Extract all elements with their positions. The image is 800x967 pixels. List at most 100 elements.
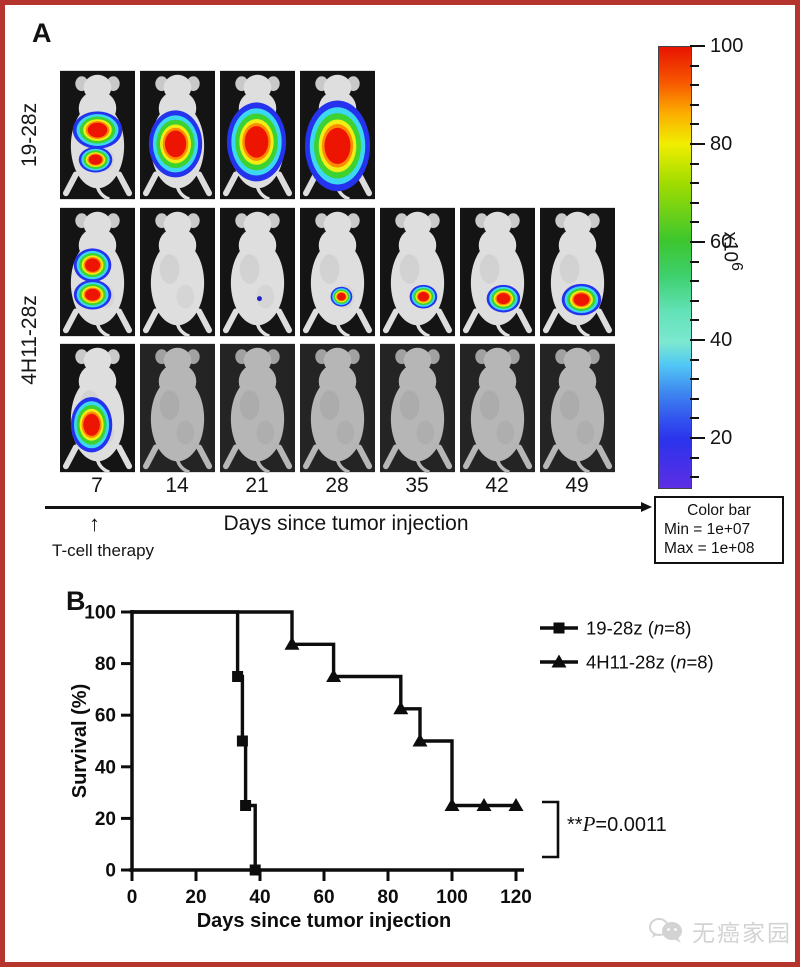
p-value-stars: ** xyxy=(567,814,583,836)
p-value-symbol: P xyxy=(582,812,596,836)
series-0-marker xyxy=(232,671,244,682)
day-label-14: 14 xyxy=(165,474,189,497)
significance-bracket xyxy=(542,800,560,859)
colorbar-minor-tick xyxy=(690,397,699,400)
colorbar-tick-label-60: 60 xyxy=(710,231,733,253)
series-1-marker xyxy=(284,636,300,650)
p-value-annotation: **P=0.0011 xyxy=(567,812,667,837)
series-1-marker xyxy=(412,733,428,747)
series-1-marker xyxy=(393,701,409,715)
colorbar-minor-tick xyxy=(690,123,699,126)
colorbar-box-min: Min = 1e+07 xyxy=(664,521,751,538)
y-tick-label-20: 20 xyxy=(95,809,116,830)
mouse-image-19-28z-day-14 xyxy=(139,70,215,200)
mouse-image-4H11-28z-day-28 xyxy=(299,207,375,337)
x-tick-label-20: 20 xyxy=(185,887,206,908)
watermark-text: 无癌家园 xyxy=(692,920,792,946)
mouse-image-4H11-28z-day-7 xyxy=(59,343,135,473)
y-tick-label-0: 0 xyxy=(105,861,116,882)
row-group-label-19-28z: 19-28z xyxy=(18,102,41,168)
y-tick-label-100: 100 xyxy=(84,603,116,624)
mouse-image-4H11-28z-day-14 xyxy=(139,343,215,473)
series-0-marker xyxy=(249,864,261,876)
colorbar-multiplier-base: x10 xyxy=(719,231,741,263)
mouse-image-4H11-28z-day-42 xyxy=(459,343,535,473)
day-label-42: 42 xyxy=(485,474,509,497)
series-line-1 xyxy=(132,610,520,808)
mouse-image-4H11-28z-day-49 xyxy=(539,207,615,337)
x-tick-label-0: 0 xyxy=(127,887,138,908)
x-tick-label-120: 120 xyxy=(500,887,532,908)
mouse-image-4H11-28z-day-42 xyxy=(459,207,535,337)
colorbar-multiplier: x106 xyxy=(719,231,745,270)
colorbar-tick-label-40: 40 xyxy=(710,329,733,351)
colorbar-info-box: Color bar Min = 1e+07 Max = 1e+08 xyxy=(654,496,784,564)
colorbar xyxy=(658,46,692,489)
colorbar-major-tick xyxy=(690,241,705,243)
x-tick-label-40: 40 xyxy=(249,887,270,908)
t-cell-therapy-arrow-icon: ↑ xyxy=(89,511,100,536)
day-label-28: 28 xyxy=(325,474,349,497)
colorbar-major-tick xyxy=(690,143,705,145)
x-tick-label-60: 60 xyxy=(313,887,334,908)
day-label-49: 49 xyxy=(565,474,589,497)
x-axis-title: Days since tumor injection xyxy=(197,910,452,932)
day-label-7: 7 xyxy=(91,474,103,497)
colorbar-minor-tick xyxy=(690,280,699,283)
colorbar-major-tick xyxy=(690,437,705,439)
panel-a-axis-label: Days since tumor injection xyxy=(223,512,469,535)
colorbar-minor-tick xyxy=(690,378,699,381)
colorbar-minor-tick xyxy=(690,64,699,67)
mouse-image-4H11-28z-day-35 xyxy=(379,343,455,473)
colorbar-minor-tick xyxy=(690,476,699,479)
p-value-number: =0.0011 xyxy=(595,814,667,836)
colorbar-minor-tick xyxy=(690,260,699,263)
colorbar-minor-tick xyxy=(690,182,699,185)
mouse-image-4H11-28z-day-49 xyxy=(539,343,615,473)
colorbar-tick-label-80: 80 xyxy=(710,133,733,155)
y-axis-title: Survival (%) xyxy=(69,684,91,798)
colorbar-minor-tick xyxy=(690,358,699,361)
y-tick-label-60: 60 xyxy=(95,706,116,727)
x-tick-label-80: 80 xyxy=(377,887,398,908)
colorbar-box-max: Max = 1e+08 xyxy=(664,540,755,557)
day-label-35: 35 xyxy=(405,474,429,497)
colorbar-tick-label-100: 100 xyxy=(710,35,744,57)
colorbar-minor-tick xyxy=(690,84,699,87)
mouse-image-4H11-28z-day-21 xyxy=(219,343,295,473)
colorbar-tick-label-20: 20 xyxy=(710,427,733,449)
mouse-image-4H11-28z-day-21 xyxy=(219,207,295,337)
survival-chart: 0 20 40 60 80 100 0 20 40 60 80 100 120 Survival (%) D… xyxy=(69,603,714,933)
watermark: 无癌家园 xyxy=(648,914,792,948)
chat-bubbles-icon xyxy=(649,918,682,943)
mouse-image-19-28z-day-28 xyxy=(299,70,375,200)
panel-b-label: B xyxy=(66,586,86,616)
colorbar-minor-tick xyxy=(690,319,699,322)
colorbar-minor-tick xyxy=(690,162,699,165)
mouse-image-4H11-28z-day-35 xyxy=(379,207,455,337)
colorbar-minor-tick xyxy=(690,417,699,420)
timeline-arrowhead-icon xyxy=(641,502,652,512)
mouse-image-4H11-28z-day-28 xyxy=(299,343,375,473)
x-tick-label-100: 100 xyxy=(436,887,468,908)
legend-label-1: 4H11-28z (n=8) xyxy=(586,652,714,673)
series-1-marker xyxy=(444,798,460,811)
legend-label-0: 19-28z (n=8) xyxy=(586,618,691,639)
row-group-label-4H11-28z: 4H11-28z xyxy=(18,295,41,385)
colorbar-minor-tick xyxy=(690,103,699,106)
series-0-marker xyxy=(236,735,248,747)
legend-marker-1 xyxy=(551,654,567,668)
mouse-image-4H11-28z-day-7 xyxy=(59,207,135,337)
colorbar-box-title: Color bar xyxy=(687,502,751,519)
colorbar-minor-tick xyxy=(690,456,699,459)
y-tick-label-80: 80 xyxy=(95,654,116,675)
colorbar-minor-tick xyxy=(690,299,699,302)
series-1-marker xyxy=(326,669,342,682)
y-tick-label-40: 40 xyxy=(95,757,116,778)
legend-marker-0 xyxy=(553,622,565,634)
colorbar-minor-tick xyxy=(690,221,699,224)
panel-a-label: A xyxy=(32,18,52,48)
timeline-axis-line xyxy=(45,506,642,509)
day-label-21: 21 xyxy=(245,474,269,497)
